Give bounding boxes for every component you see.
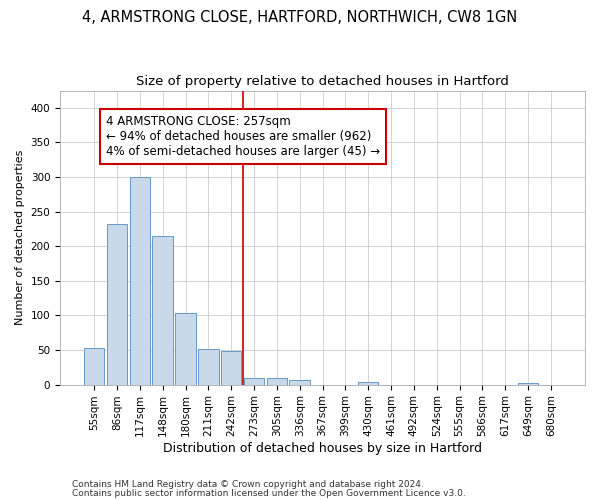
X-axis label: Distribution of detached houses by size in Hartford: Distribution of detached houses by size … [163, 442, 482, 455]
Bar [518, 382, 538, 384]
Bar [266, 378, 287, 384]
Text: 4, ARMSTRONG CLOSE, HARTFORD, NORTHWICH, CW8 1GN: 4, ARMSTRONG CLOSE, HARTFORD, NORTHWICH,… [82, 10, 518, 25]
Bar [175, 314, 196, 384]
Bar [221, 350, 241, 384]
Bar [289, 380, 310, 384]
Text: 4 ARMSTRONG CLOSE: 257sqm
← 94% of detached houses are smaller (962)
4% of semi-: 4 ARMSTRONG CLOSE: 257sqm ← 94% of detac… [106, 115, 380, 158]
Text: Contains HM Land Registry data © Crown copyright and database right 2024.: Contains HM Land Registry data © Crown c… [72, 480, 424, 489]
Bar [84, 348, 104, 385]
Bar [198, 348, 218, 384]
Bar [358, 382, 379, 384]
Bar [244, 378, 264, 384]
Bar [152, 236, 173, 384]
Bar [130, 177, 150, 384]
Title: Size of property relative to detached houses in Hartford: Size of property relative to detached ho… [136, 75, 509, 88]
Y-axis label: Number of detached properties: Number of detached properties [15, 150, 25, 326]
Bar [107, 224, 127, 384]
Text: Contains public sector information licensed under the Open Government Licence v3: Contains public sector information licen… [72, 489, 466, 498]
